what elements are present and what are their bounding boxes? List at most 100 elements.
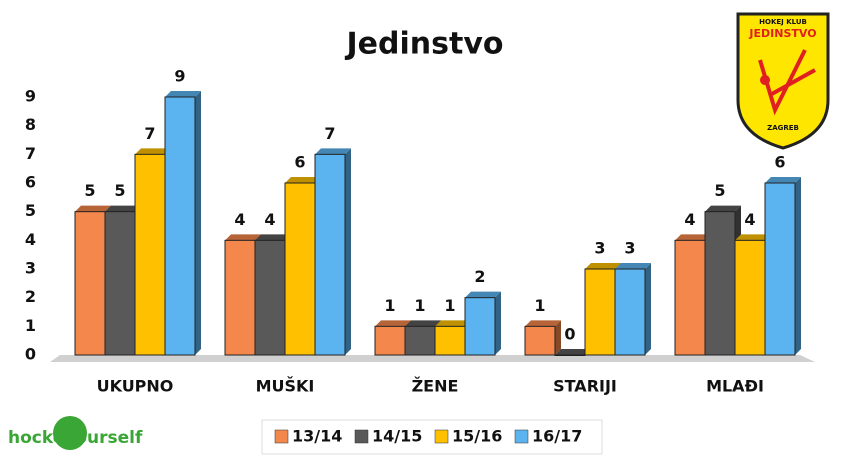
bar (224, 239, 256, 356)
bar (764, 182, 796, 356)
x-tick-label: STARIJI (553, 377, 617, 396)
floor (50, 355, 815, 362)
bar (704, 211, 736, 356)
bar (164, 96, 196, 356)
data-label: 5 (84, 181, 95, 200)
bar-side (645, 263, 651, 355)
y-tick-label: 9 (25, 87, 36, 106)
legend-label: 13/14 (292, 427, 342, 446)
legend-label: 15/16 (452, 427, 502, 446)
bar (74, 211, 106, 356)
bar-side (555, 320, 561, 355)
bar (254, 239, 286, 356)
y-tick-label: 1 (25, 316, 36, 335)
data-label: 1 (534, 296, 545, 315)
data-label: 6 (294, 153, 305, 172)
legend-swatch (514, 429, 529, 444)
data-label: 3 (594, 239, 605, 258)
bar-top (75, 205, 111, 212)
bar-top (705, 205, 741, 212)
legend-label: 16/17 (532, 427, 582, 446)
data-label: 2 (474, 267, 485, 286)
y-tick-label: 2 (25, 287, 36, 306)
bar (554, 354, 586, 356)
logo-shield (736, 12, 830, 150)
bar (674, 239, 706, 356)
data-label: 9 (174, 67, 185, 86)
x-tick-label: MLAĐI (706, 377, 764, 396)
legend-swatch (274, 429, 289, 444)
bar (584, 268, 616, 356)
x-tick-label: UKUPNO (97, 377, 174, 396)
bar (374, 325, 406, 356)
data-label: 4 (684, 210, 695, 229)
bar-top (405, 320, 441, 327)
legend-swatch (354, 429, 369, 444)
data-label: 1 (384, 296, 395, 315)
logo-club: HOKEJ KLUB (759, 18, 807, 26)
bar (524, 325, 556, 356)
logo-name: JEDINSTVO (748, 27, 816, 40)
bar-top (225, 234, 261, 241)
bar (134, 153, 166, 356)
bar (434, 325, 466, 356)
bar-top (435, 320, 471, 327)
y-tick-label: 6 (25, 173, 36, 192)
data-label: 4 (264, 210, 275, 229)
data-label: 5 (714, 181, 725, 200)
y-tick-label: 3 (25, 259, 36, 278)
bar (284, 182, 316, 356)
bar-top (525, 320, 561, 327)
bar-top (585, 263, 621, 269)
y-tick-label: 7 (25, 144, 36, 163)
data-label: 6 (774, 153, 785, 172)
bar (404, 325, 436, 356)
bar-top (315, 148, 351, 155)
legend-box (261, 419, 603, 455)
y-tick-label: 5 (25, 201, 36, 220)
bar-top (675, 234, 711, 241)
data-label: 1 (414, 296, 425, 315)
data-label: 5 (114, 181, 125, 200)
y-tick-label: 8 (25, 115, 36, 134)
watermark-icon (53, 416, 87, 450)
logo: HOKEJ KLUB JEDINSTVO ZAGREB (736, 12, 830, 150)
logo-city: ZAGREB (767, 124, 799, 132)
bar (614, 268, 646, 356)
bar-side (495, 291, 501, 355)
x-tick-label: MUŠKI (256, 377, 315, 396)
data-label: 4 (234, 210, 245, 229)
data-label: 0 (564, 325, 575, 344)
bar-top (615, 263, 651, 269)
bar-side (195, 91, 201, 355)
x-tick-label: ŽENE (412, 377, 459, 396)
bar-top (165, 91, 201, 97)
bar (464, 297, 496, 356)
bar (734, 239, 766, 356)
bar-side (345, 148, 351, 355)
data-label: 4 (744, 210, 755, 229)
y-tick-label: 0 (25, 345, 36, 364)
chart-title: Jedinstvo (345, 27, 504, 62)
bar-top (465, 291, 501, 298)
watermark: hockeyourself (8, 416, 143, 450)
logo-puck (760, 75, 770, 85)
data-label: 7 (324, 124, 335, 143)
bar (104, 211, 136, 356)
data-label: 1 (444, 296, 455, 315)
watermark-text: hockeyourself (8, 428, 143, 448)
bar (314, 153, 346, 356)
bar-top (735, 234, 771, 241)
data-label: 7 (144, 124, 155, 143)
bar-top (555, 349, 591, 355)
bar-top (765, 177, 801, 183)
bar-top (285, 177, 321, 183)
bar-top (255, 234, 291, 241)
bar-top (135, 148, 171, 155)
legend-label: 14/15 (372, 427, 422, 446)
y-tick-label: 4 (25, 230, 36, 249)
legend-swatch (434, 429, 449, 444)
bar-top (105, 205, 141, 212)
bar-top (375, 320, 411, 327)
